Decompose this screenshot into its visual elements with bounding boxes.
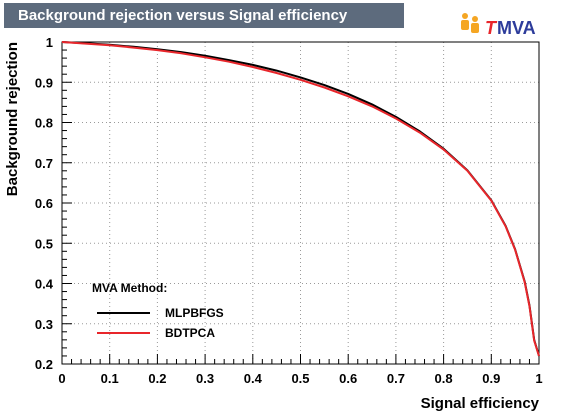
- y-tick-label: 1: [46, 35, 53, 50]
- legend-label-bdtpca: BDTPCA: [165, 326, 215, 340]
- x-tick-label: 0.2: [148, 371, 166, 386]
- x-tick-label: 0.5: [291, 371, 309, 386]
- y-tick-label: 0.8: [35, 116, 53, 131]
- x-tick-label: 0.3: [196, 371, 214, 386]
- y-tick-label: 0.5: [35, 236, 53, 251]
- y-tick-label: 0.2: [35, 357, 53, 372]
- x-tick-label: 0: [58, 371, 65, 386]
- y-tick-label: 0.9: [35, 75, 53, 90]
- x-tick-label: 0.1: [101, 371, 119, 386]
- series-layer: [61, 41, 540, 357]
- y-tick-label: 0.7: [35, 156, 53, 171]
- tmva-logo: T MVA: [461, 13, 536, 38]
- axis-ticks: 0 0.1 0.2 0.3 0.4 0.5 0.6 0.7 0.8 0.9 1 0.2 0.3 0.4 0.…: [35, 35, 543, 386]
- x-tick-label: 0.4: [244, 371, 263, 386]
- legend-title: MVA Method:: [92, 281, 167, 295]
- grid: [61, 41, 540, 365]
- x-tick-label: 0.8: [435, 371, 453, 386]
- chart-title: Background rejection versus Signal effic…: [4, 3, 404, 28]
- x-tick-label: 0.6: [339, 371, 357, 386]
- y-tick-label: 0.3: [35, 317, 53, 332]
- series-bdtpca-line: [61, 41, 540, 357]
- legend-label-mlpbfgs: MLPBFGS: [165, 306, 224, 320]
- tmva-people-icon: [461, 13, 479, 33]
- x-tick-label: 0.9: [482, 371, 500, 386]
- y-axis-title: Background rejection: [4, 42, 21, 196]
- y-tick-label: 0.4: [35, 277, 54, 292]
- legend: MVA Method: MLPBFGS BDTPCA: [92, 281, 224, 340]
- logo-text: MVA: [497, 18, 536, 38]
- x-tick-label: 0.7: [387, 371, 405, 386]
- x-tick-label: 1: [535, 371, 542, 386]
- y-tick-label: 0.6: [35, 196, 53, 211]
- x-axis-title: Signal efficiency: [421, 395, 540, 412]
- logo-t: T: [485, 18, 498, 38]
